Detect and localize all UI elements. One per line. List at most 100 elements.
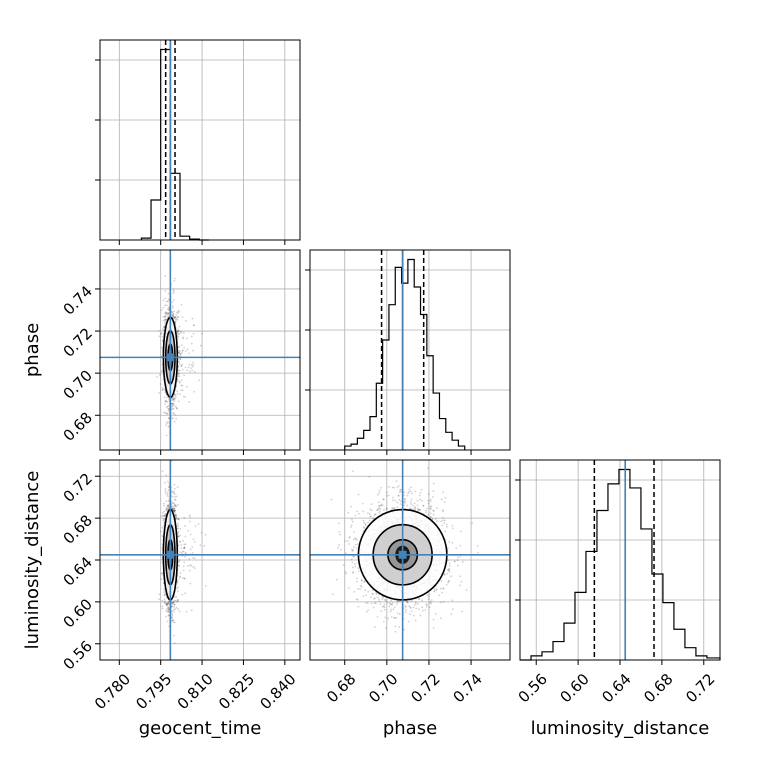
sample-point [177,374,180,376]
sample-point [177,518,180,520]
sample-point [400,490,402,493]
sample-point [165,300,168,303]
sample-point [177,335,179,338]
sample-point [164,312,167,315]
sample-point [174,316,177,319]
sample-point [392,499,394,502]
sample-point [167,606,170,609]
sample-point [166,610,169,613]
sample-point [158,598,160,601]
sample-point [174,509,177,512]
sample-point [176,390,179,393]
sample-point [173,611,175,613]
sample-point [167,505,170,507]
sample-point [396,600,399,602]
sample-point [165,318,168,321]
sample-point [171,601,174,604]
sample-point [184,366,187,369]
sample-point [365,602,367,604]
sample-point [427,467,429,470]
sample-point [384,599,387,602]
sample-point [351,570,354,573]
sample-point [176,598,179,601]
sample-point [408,507,411,510]
sample-point [174,321,177,324]
sample-point [164,316,167,319]
sample-point [173,504,176,507]
sample-point [173,317,176,320]
sample-point [172,621,175,624]
sample-point [389,603,392,605]
sample-point [192,361,194,364]
sample-point [432,513,435,516]
sample-point [165,434,168,437]
sample-point [161,339,164,342]
sample-point [171,502,174,505]
sample-point [362,526,365,529]
sample-point [164,318,167,321]
sample-point [424,511,427,514]
sample-point [360,585,363,588]
sample-point [418,494,421,497]
sample-point [447,569,449,571]
sample-point [172,403,175,405]
sample-point [200,531,203,534]
sample-point [178,559,181,562]
sample-point [447,580,450,582]
sample-point [177,351,180,354]
sample-point [173,603,176,606]
sample-point [179,576,181,579]
sample-point [173,397,176,400]
sample-point [179,354,182,357]
sample-point [369,508,372,511]
sample-point [172,292,175,295]
sample-point [441,591,444,594]
sample-point [394,630,397,633]
sample-point [381,598,384,601]
sample-point [170,609,173,612]
sample-point [167,486,170,489]
sample-point [352,566,354,569]
sample-point [433,590,436,593]
sample-point [160,578,163,580]
sample-point [192,349,195,352]
sample-point [357,567,360,569]
joint-panel [309,459,511,665]
sample-point [188,363,191,366]
sample-point [177,530,180,533]
sample-point [170,310,173,313]
sample-point [404,498,406,500]
sample-point [177,518,180,521]
sample-point [175,606,178,609]
sample-point [164,320,167,323]
sample-point [164,492,167,495]
sample-point [162,315,165,318]
sample-point [178,610,181,613]
sample-point [347,587,350,590]
sample-point [178,540,181,543]
sample-point [167,600,170,603]
sample-point [428,593,431,596]
sample-point [176,318,179,321]
sample-point [179,358,182,360]
sample-point [190,564,193,567]
sample-point [165,474,168,477]
sample-point [173,507,176,510]
sample-point [172,601,175,603]
sample-point [186,565,189,567]
sample-point [383,509,385,511]
sample-point [164,297,167,300]
sample-point [171,505,173,508]
sample-point [193,390,196,393]
sample-point [193,567,196,570]
sample-point [176,335,179,337]
sample-point [174,318,177,321]
sample-point [167,292,170,295]
sample-point [184,555,186,558]
sample-point [161,346,163,349]
sample-point [335,578,338,581]
sample-point [171,405,174,407]
sample-point [177,599,180,602]
sample-point [429,507,432,510]
sample-point [178,360,181,363]
